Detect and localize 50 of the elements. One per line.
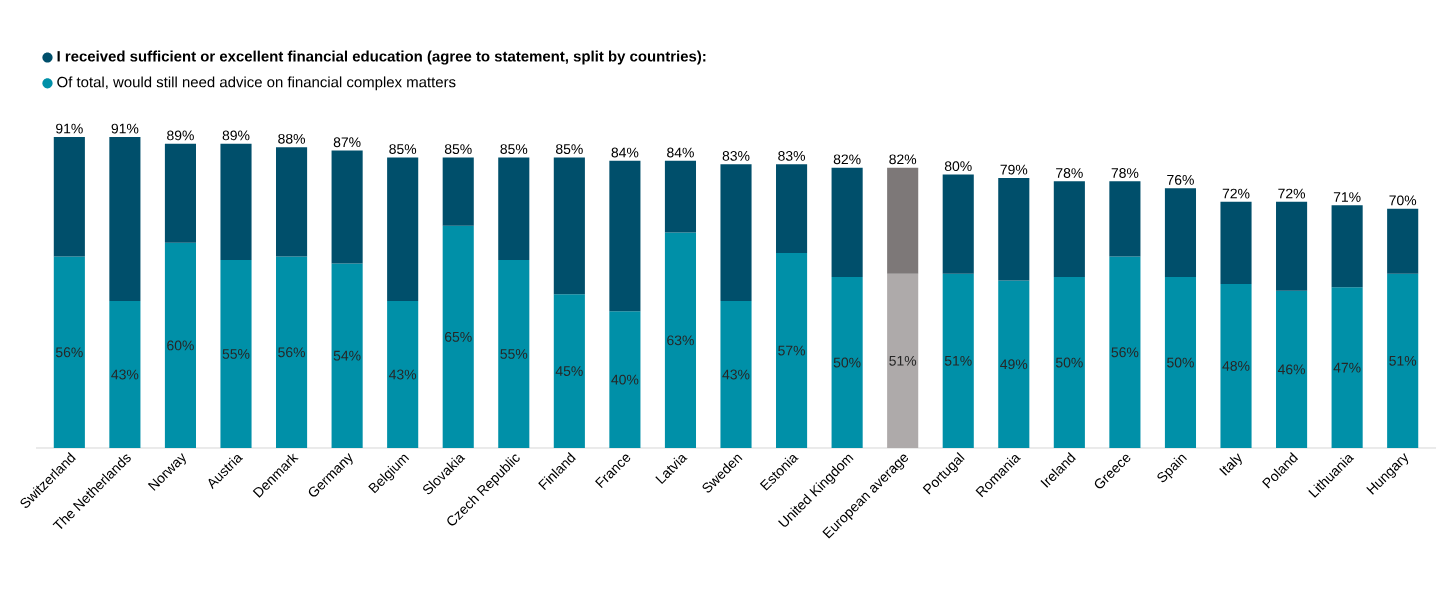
bar [331,150,363,264]
bar [498,157,530,260]
bar [942,174,974,274]
bar [220,259,252,448]
bar [553,157,585,295]
bar [498,259,530,448]
bar [1276,290,1308,448]
bar [609,160,641,312]
bar [1276,201,1308,291]
bar [442,225,474,448]
bar [776,164,808,254]
bar [998,280,1030,448]
bar [53,136,85,257]
bar [109,136,141,301]
bar [1220,201,1252,284]
bar [1220,283,1252,448]
bar [1164,188,1197,278]
bar [220,143,252,260]
bar [1053,181,1085,278]
bar [276,147,308,257]
bar [942,273,974,448]
bar [331,263,363,448]
bar [1109,181,1141,257]
bar [387,157,419,301]
bar [442,157,474,226]
bar [53,256,85,448]
bar [720,164,752,301]
bar [1109,256,1141,448]
bar [164,143,196,243]
bar [1331,205,1363,288]
bar [998,177,1030,281]
bar [831,167,863,278]
bar [664,160,697,233]
bar [720,300,752,448]
bar [164,242,196,448]
bar [1331,287,1363,448]
bar [1164,277,1197,448]
bar [664,232,697,448]
bar [1387,273,1419,448]
bar [1053,277,1085,448]
bar [387,300,419,448]
bar [1387,208,1419,274]
bar [776,253,808,448]
bar [276,256,308,448]
bar [887,167,919,274]
bar [109,300,141,448]
bar [887,273,919,448]
bar [553,294,585,448]
bar [831,277,863,448]
bar [609,311,641,448]
